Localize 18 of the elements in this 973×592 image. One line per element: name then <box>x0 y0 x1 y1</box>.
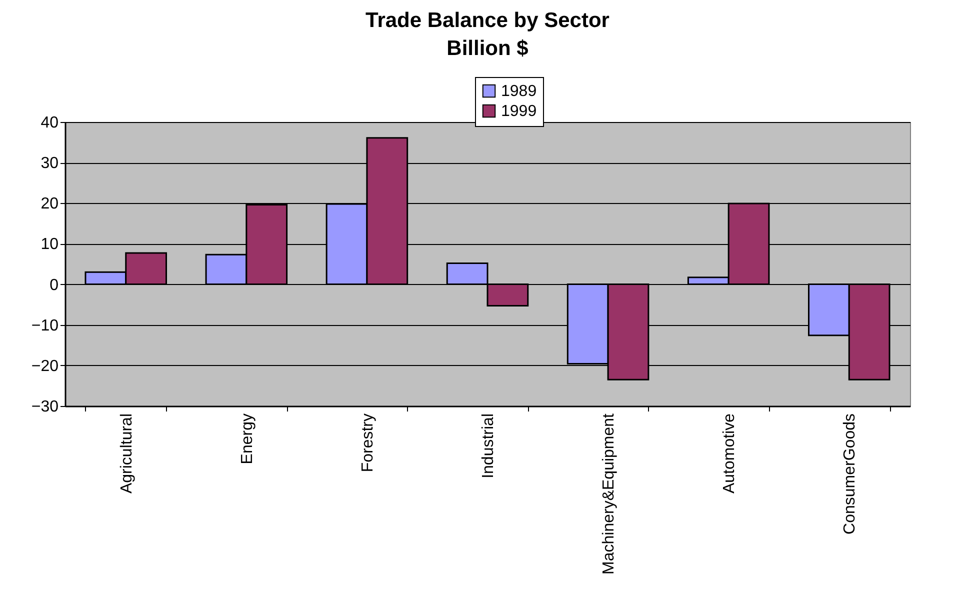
x-tick-label: Industrial <box>480 414 497 478</box>
legend-label: 1989 <box>501 83 537 100</box>
x-tick-label: Automotive <box>721 413 738 494</box>
x-tick-label: Machinery&Equipment <box>600 412 618 574</box>
y-tick-label: 0 <box>50 276 59 294</box>
y-tick-label: 20 <box>40 196 59 213</box>
chart-title: Trade Balance by Sector Billion $ <box>366 9 610 60</box>
legend-label: 1999 <box>501 103 537 120</box>
y-tick-label: 30 <box>40 155 59 172</box>
x-tick-label: Forestry <box>359 414 376 472</box>
y-tick-label: 10 <box>40 236 59 254</box>
x-tick-label: ConsumerGoods <box>842 414 859 534</box>
y-tick-label: −20 <box>31 358 59 375</box>
y-tick-label: −10 <box>31 317 59 334</box>
y-tick-label: 40 <box>40 114 59 132</box>
x-tick-label: Energy <box>238 414 256 464</box>
x-tick-label: Agricultural <box>118 414 136 494</box>
y-tick-label: −30 <box>31 398 59 416</box>
